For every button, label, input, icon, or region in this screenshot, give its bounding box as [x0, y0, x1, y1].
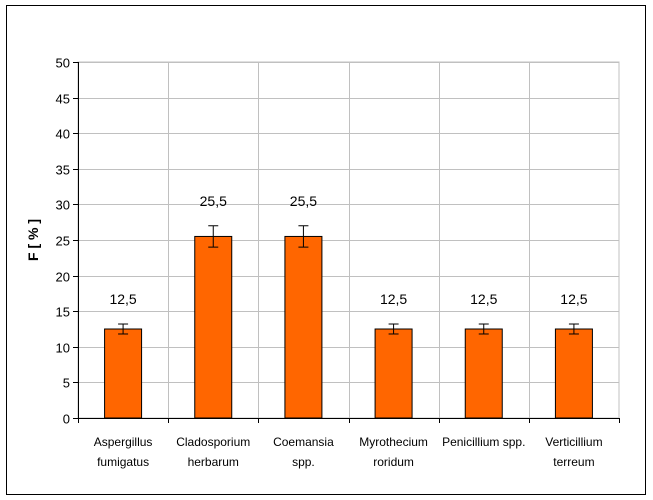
x-tick-label: herbarum [188, 455, 239, 469]
y-tick-label: 40 [56, 127, 70, 142]
y-tick-label: 15 [56, 305, 70, 320]
x-tick-label: Myrothecium [359, 435, 428, 449]
y-tick-label: 45 [56, 92, 70, 107]
data-label: 12,5 [109, 291, 136, 307]
x-tick-label: Aspergillus [94, 435, 153, 449]
y-tick-label: 0 [63, 412, 70, 427]
bar-layer [104, 225, 593, 419]
data-label: 25,5 [290, 193, 317, 209]
y-tick-label: 20 [56, 270, 70, 285]
grid-layer [77, 61, 620, 419]
x-tick-label: fumigatus [97, 455, 149, 469]
y-tick-label: 10 [56, 341, 70, 356]
bar [284, 235, 323, 419]
bar [194, 235, 233, 419]
data-label: 25,5 [200, 193, 227, 209]
y-axis-title: F [ % ] [25, 219, 41, 261]
bar [554, 328, 593, 419]
y-tick-label: 30 [56, 198, 70, 213]
x-tick-label: Coemansia [273, 435, 334, 449]
data-label: 12,5 [470, 291, 497, 307]
x-tick-label: Verticillium [545, 435, 602, 449]
y-tick-label: 50 [56, 56, 70, 71]
bar [374, 328, 413, 419]
x-tick-label: roridum [373, 455, 414, 469]
x-tick-label: terreum [553, 455, 594, 469]
label-layer: 0 5 10 15 20 25 30 35 40 45 50 12,5 Aspergillus fumig… [56, 56, 603, 470]
y-tick-label: 5 [63, 376, 70, 391]
x-tick-label: Penicillium spp. [442, 435, 525, 449]
x-tick-label: spp. [292, 455, 315, 469]
data-label: 12,5 [380, 291, 407, 307]
data-label: 12,5 [560, 291, 587, 307]
bar [104, 328, 143, 419]
x-tick-label: Cladosporium [176, 435, 250, 449]
bar [464, 328, 503, 419]
axis-layer [73, 62, 620, 423]
y-tick-label: 35 [56, 163, 70, 178]
y-tick-label: 25 [56, 234, 70, 249]
